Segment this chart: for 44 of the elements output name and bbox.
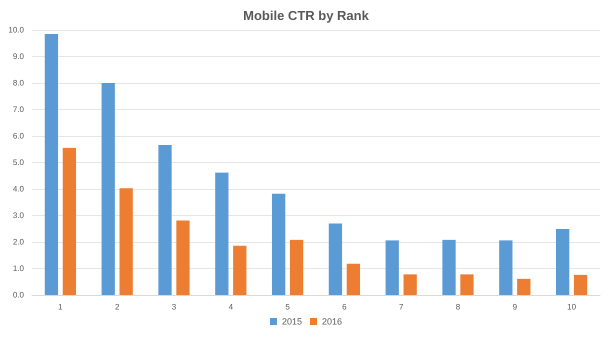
bar <box>460 274 474 295</box>
bar <box>386 240 399 295</box>
bar <box>176 220 190 295</box>
x-tick-label: 9 <box>512 302 518 312</box>
x-tick-label: 8 <box>456 302 461 312</box>
bar <box>556 229 570 295</box>
y-tick-label: 4.0 <box>12 184 25 194</box>
legend-label: 2015 <box>282 316 302 326</box>
y-tick-label: 7.0 <box>12 105 25 114</box>
y-tick-label: 9.0 <box>12 52 25 61</box>
y-tick-label: 1.0 <box>12 264 25 273</box>
bar <box>328 223 342 295</box>
bar <box>346 264 360 295</box>
bar <box>517 278 530 295</box>
x-tick-label: 4 <box>228 302 234 312</box>
y-tick-label: 6.0 <box>12 132 25 140</box>
bar <box>290 240 304 295</box>
bar <box>499 240 512 295</box>
y-tick-label: 10.0 <box>8 26 25 34</box>
bar <box>442 240 456 295</box>
x-tick-label: 2 <box>114 302 120 312</box>
x-tick-label: 7 <box>398 302 404 312</box>
legend-label: 2016 <box>322 316 342 326</box>
y-tick-label: 5.0 <box>12 158 25 167</box>
x-tick-label: 5 <box>285 302 290 312</box>
bar <box>233 246 246 295</box>
bar <box>272 194 286 295</box>
chart-title: Mobile CTR by Rank <box>243 8 370 23</box>
bar <box>215 172 228 295</box>
bar <box>102 83 115 295</box>
x-tick-label: 3 <box>172 302 177 312</box>
bar <box>158 145 172 295</box>
bar <box>404 274 417 295</box>
y-tick-label: 3.0 <box>12 211 25 220</box>
x-tick-label: 6 <box>342 302 348 312</box>
y-tick-label: 2.0 <box>12 238 25 246</box>
bar <box>120 188 133 295</box>
x-tick-label: 10 <box>567 302 577 312</box>
y-tick-label: 8.0 <box>12 78 25 88</box>
bar <box>44 34 58 295</box>
bar <box>574 274 588 295</box>
x-tick-label: 1 <box>58 302 64 312</box>
bar <box>62 148 76 295</box>
y-tick-label: 0.0 <box>12 290 25 300</box>
